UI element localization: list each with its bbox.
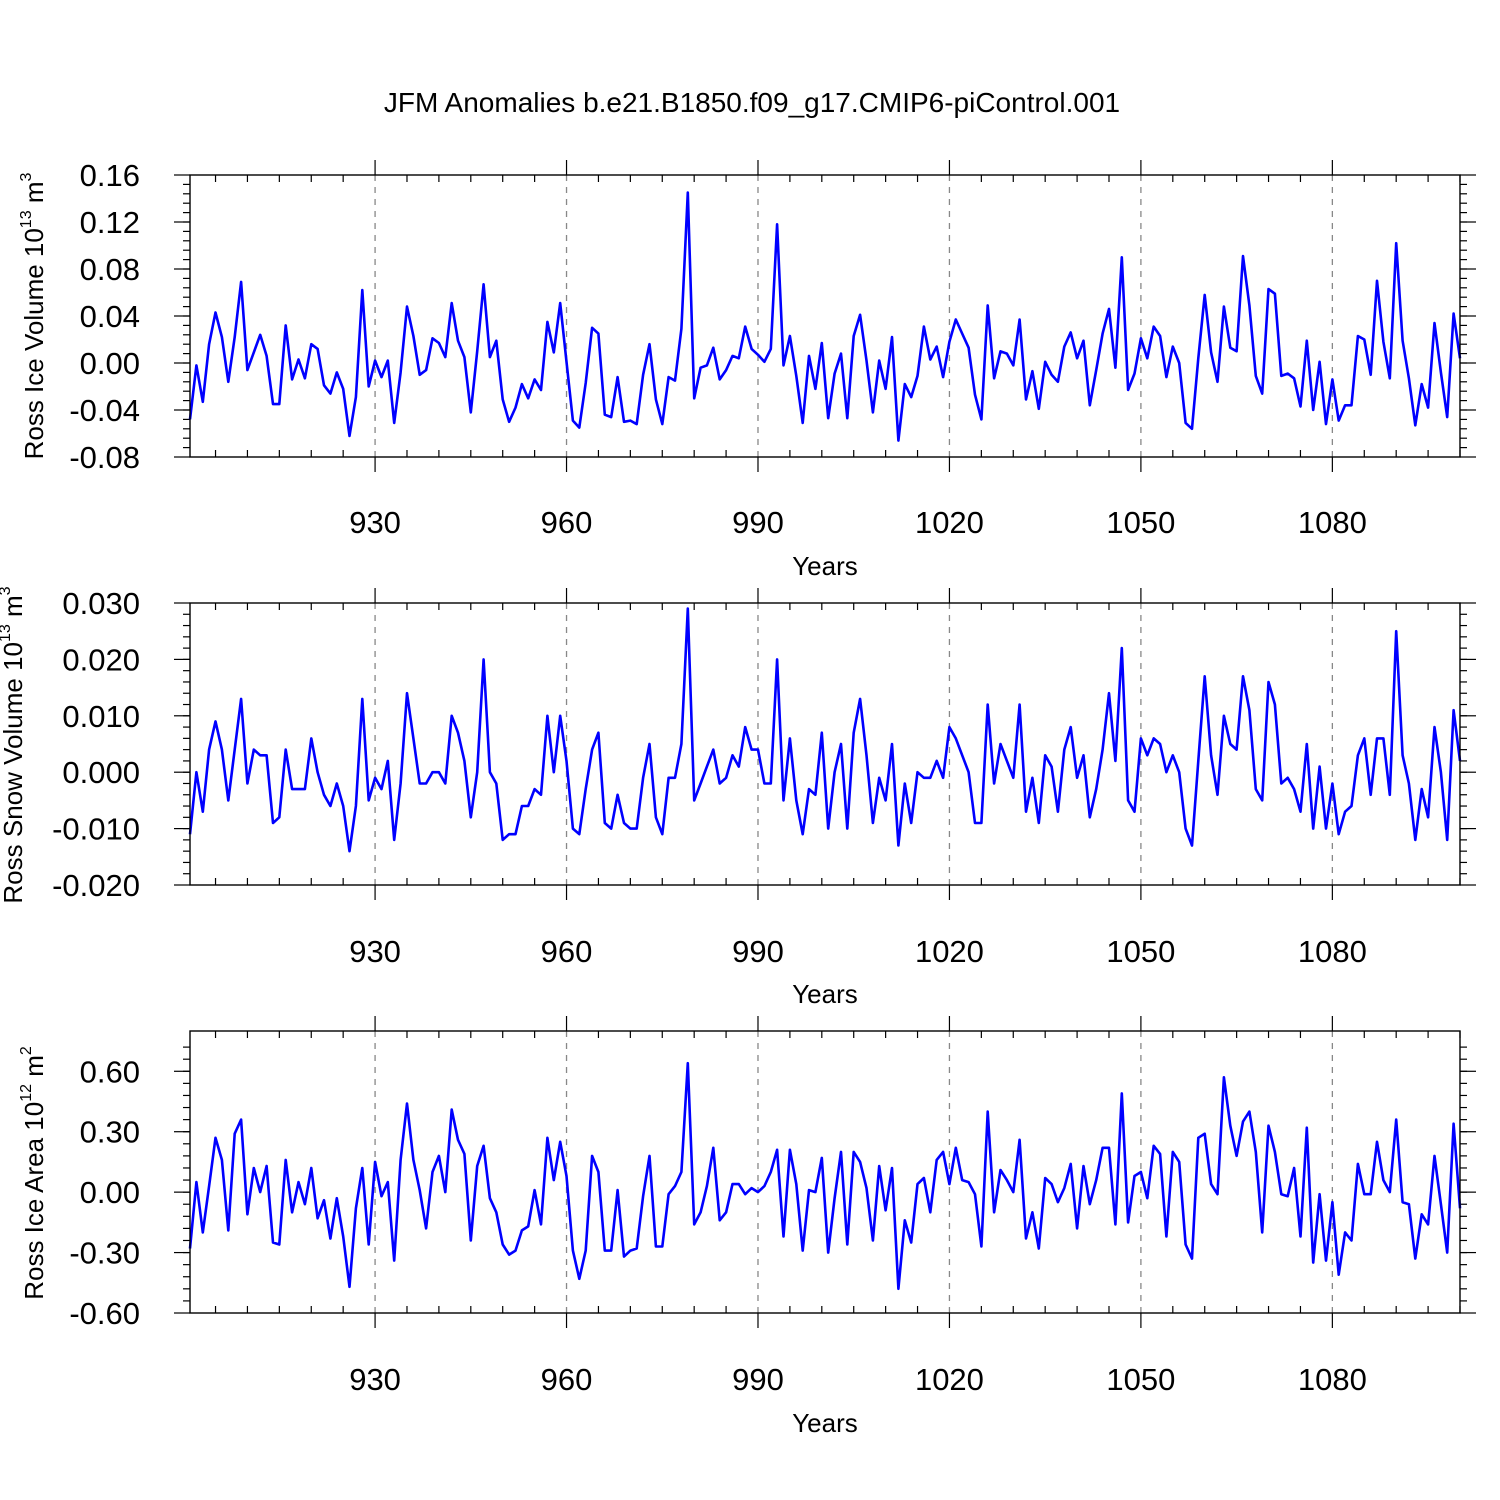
- ytick-label--0.010: -0.010: [52, 812, 140, 847]
- xtick-label-1020: 1020: [915, 934, 984, 969]
- plot-area-ross-ice-volume: 930 960 990 1020 1050 1080 -0.08 -0.04 0.00 0.04 0…: [69, 158, 1476, 540]
- ytick-label--0.30: -0.30: [69, 1236, 140, 1271]
- xtick-label-960: 960: [541, 1362, 593, 1397]
- ytick-label-0.30: 0.30: [80, 1115, 140, 1150]
- chart-title: JFM Anomalies b.e21.B1850.f09_g17.CMIP6-…: [384, 87, 1120, 118]
- xtick-label-1050: 1050: [1106, 934, 1175, 969]
- series-line-ross-ice-volume: [188, 191, 1462, 442]
- xtick-label-930: 930: [349, 934, 401, 969]
- xlabel-ross-ice-area: Years: [792, 1408, 858, 1438]
- ytick-label-0.010: 0.010: [62, 699, 140, 734]
- xtick-label-1020: 1020: [915, 1362, 984, 1397]
- panel-ross-ice-volume: Ross Ice Volume 1013 m3 Years: [18, 172, 858, 581]
- ytick-label--0.04: -0.04: [69, 393, 140, 428]
- series-line-ross-ice-area: [188, 1061, 1462, 1291]
- panel-ross-snow-volume: Ross Snow Volume 1013 m3 Years: [0, 586, 858, 1009]
- ytick-label--0.020: -0.020: [52, 868, 140, 903]
- ytick-label-0.12: 0.12: [80, 205, 140, 240]
- ylabel-ross-ice-volume: Ross Ice Volume 1013 m3: [18, 172, 49, 459]
- ytick-label-0.08: 0.08: [80, 252, 140, 287]
- plot-frame-ross-ice-area: [189, 1030, 1461, 1314]
- xtick-label-1080: 1080: [1298, 505, 1367, 540]
- plot-area-ross-ice-area: 930 960 990 1020 1050 1080 -0.60 -0.30 0.00 0.30 0…: [69, 1016, 1476, 1397]
- panel-ross-ice-area: Ross Ice Area 1012 m2 Years: [18, 1046, 858, 1438]
- ylabel-ross-ice-area: Ross Ice Area 1012 m2: [18, 1046, 49, 1300]
- ytick-label-0.030: 0.030: [62, 586, 140, 621]
- xtick-label-930: 930: [349, 1362, 401, 1397]
- xtick-label-960: 960: [541, 505, 593, 540]
- ytick-label-0.60: 0.60: [80, 1054, 140, 1089]
- ytick-label-0.00: 0.00: [80, 346, 140, 381]
- ytick-label-0.04: 0.04: [80, 299, 140, 334]
- xlabel-ross-snow-volume: Years: [792, 979, 858, 1009]
- ytick-label-0.16: 0.16: [80, 158, 140, 193]
- xtick-label-1080: 1080: [1298, 934, 1367, 969]
- ylabel-ross-snow-volume: Ross Snow Volume 1013 m3: [0, 586, 28, 903]
- xtick-label-1050: 1050: [1106, 1362, 1175, 1397]
- ytick-label-0.020: 0.020: [62, 642, 140, 677]
- xtick-label-1020: 1020: [915, 505, 984, 540]
- xtick-label-960: 960: [541, 934, 593, 969]
- ytick-label--0.08: -0.08: [69, 440, 140, 475]
- xtick-label-1050: 1050: [1106, 505, 1175, 540]
- ytick-label-0.00: 0.00: [80, 1175, 140, 1210]
- xlabel-ross-ice-volume: Years: [792, 551, 858, 581]
- plot-frame-ross-ice-volume: [189, 174, 1461, 458]
- xtick-label-990: 990: [732, 934, 784, 969]
- xtick-label-990: 990: [732, 505, 784, 540]
- ytick-label--0.60: -0.60: [69, 1296, 140, 1331]
- ytick-label-0.000: 0.000: [62, 755, 140, 790]
- series-line-ross-snow-volume: [188, 607, 1462, 853]
- plot-area-ross-snow-volume: 930 960 990 1020 1050 1080 -0.020 -0.010 0.000 0.…: [52, 586, 1476, 969]
- plot-frame-ross-snow-volume: [189, 602, 1461, 886]
- xtick-label-1080: 1080: [1298, 1362, 1367, 1397]
- xtick-label-990: 990: [732, 1362, 784, 1397]
- xtick-label-930: 930: [349, 505, 401, 540]
